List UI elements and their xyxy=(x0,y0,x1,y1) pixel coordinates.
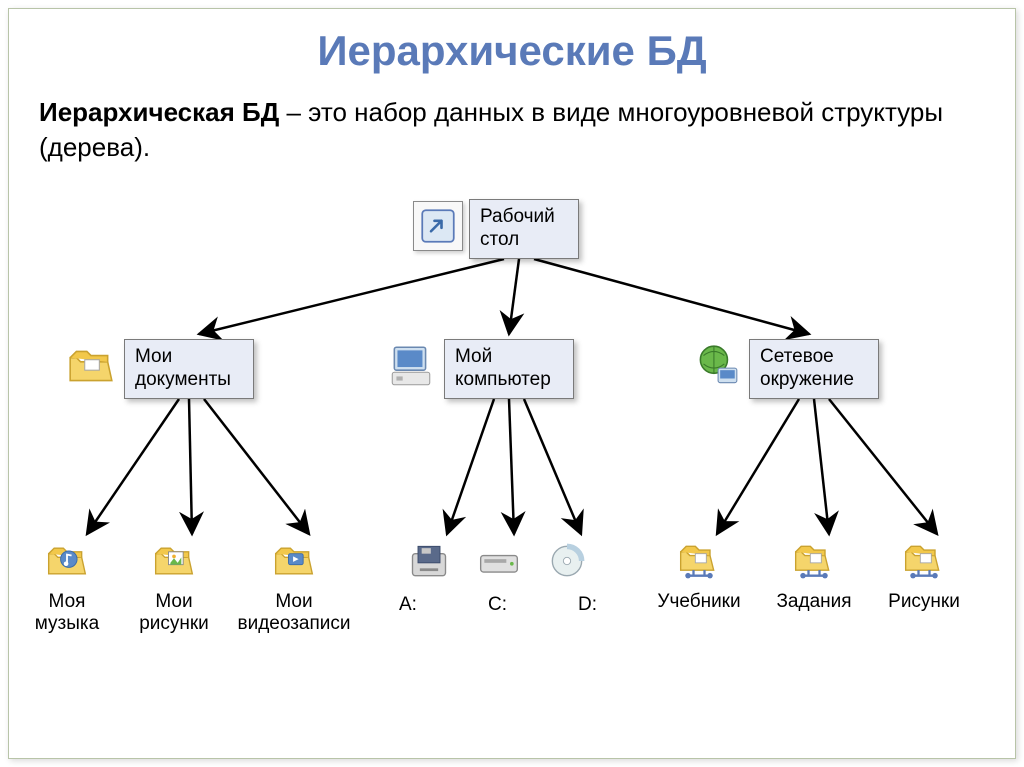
slide-frame: Иерархические БД Иерархическая БД – это … xyxy=(8,8,1016,759)
drive-label: A: xyxy=(399,594,417,616)
leaf-label-2: Мои видеозаписи xyxy=(234,591,354,635)
leaf-label-8: Рисунки xyxy=(864,591,984,613)
leaf-icon-2 xyxy=(272,539,316,583)
drive-label: D: xyxy=(578,594,597,616)
definition-term: Иерархическая БД xyxy=(39,97,279,127)
leaf-label-6: Учебники xyxy=(639,591,759,613)
drive-labels-row: A: C: D: xyxy=(399,594,597,616)
mycomp-icon xyxy=(384,341,438,391)
leaf-icon-0 xyxy=(45,539,89,583)
docs-icon xyxy=(64,341,118,391)
leaf-icon-4 xyxy=(477,539,521,583)
network-node: Сетевое окружение xyxy=(749,339,879,399)
leaf-label-1: Мои рисунки xyxy=(114,591,234,635)
mycomp-node: Мой компьютер xyxy=(444,339,574,399)
leaf-icon-6 xyxy=(677,539,721,583)
leaf-icon-5 xyxy=(545,539,589,583)
docs-node: Мои документы xyxy=(124,339,254,399)
network-icon xyxy=(689,341,743,391)
leaf-icon-8 xyxy=(902,539,946,583)
leaf-icon-3 xyxy=(407,539,451,583)
drive-label: C: xyxy=(488,594,507,616)
slide-title: Иерархические БД xyxy=(9,27,1015,75)
root-node: Рабочий стол xyxy=(469,199,579,259)
leaf-icon-7 xyxy=(792,539,836,583)
root-icon xyxy=(413,201,463,251)
leaf-label-7: Задания xyxy=(754,591,874,613)
definition-text: Иерархическая БД – это набор данных в ви… xyxy=(39,95,985,165)
tree-diagram: Рабочий стол Мои документы Мой компьютер Се… xyxy=(9,189,1015,758)
leaf-label-0: Моя музыка xyxy=(7,591,127,635)
arrows-layer xyxy=(9,189,1015,758)
leaf-icon-1 xyxy=(152,539,196,583)
